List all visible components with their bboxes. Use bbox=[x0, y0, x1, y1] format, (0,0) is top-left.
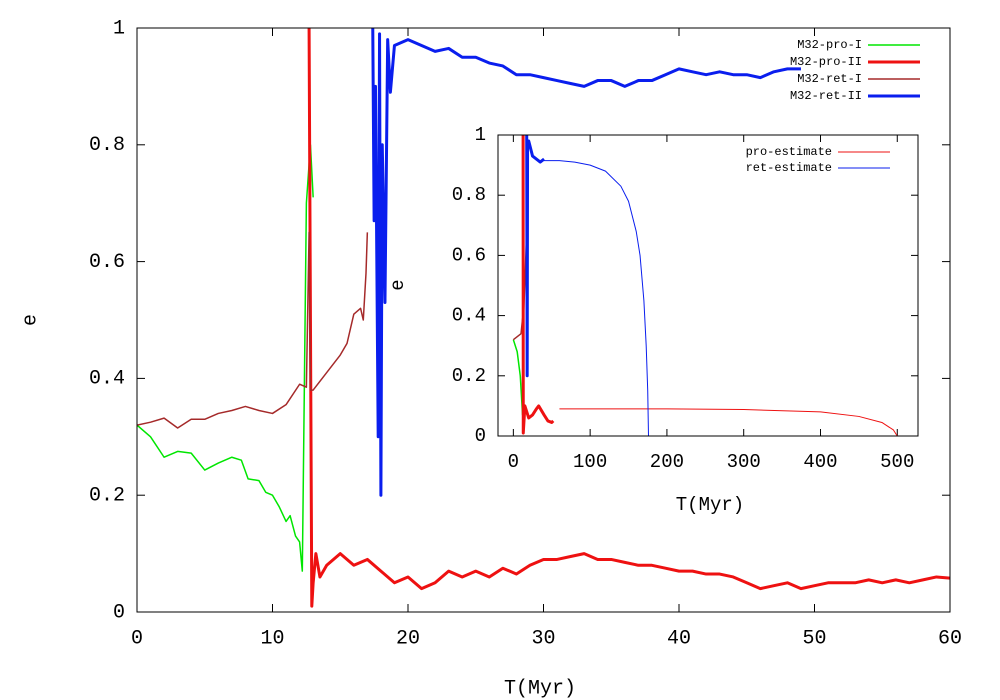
legend-label: M32-ret-II bbox=[790, 89, 862, 103]
series-line bbox=[137, 231, 369, 429]
legend-label: M32-pro-II bbox=[790, 55, 862, 69]
x-tick-label: 0 bbox=[131, 627, 143, 650]
y-tick-label: 0.2 bbox=[452, 365, 486, 387]
y-tick-label: 0 bbox=[113, 601, 125, 624]
x-axis-label: T(Myr) bbox=[504, 677, 576, 700]
x-tick-label: 500 bbox=[880, 451, 914, 473]
series-line bbox=[371, 28, 801, 497]
y-axis-label: e bbox=[387, 279, 409, 290]
x-tick-label: 20 bbox=[396, 627, 420, 650]
x-tick-label: 10 bbox=[260, 627, 284, 650]
y-tick-label: 0 bbox=[475, 425, 486, 447]
x-tick-label: 400 bbox=[803, 451, 837, 473]
y-tick-label: 0.8 bbox=[89, 134, 125, 157]
x-tick-label: 0 bbox=[508, 451, 519, 473]
legend-label: M32-ret-I bbox=[797, 72, 862, 86]
y-tick-label: 1 bbox=[475, 124, 486, 146]
y-tick-label: 0.6 bbox=[89, 251, 125, 274]
series-line bbox=[525, 135, 545, 378]
series-line bbox=[521, 135, 555, 435]
y-tick-label: 1 bbox=[113, 17, 125, 40]
plot-border bbox=[136, 27, 951, 613]
y-tick-label: 0.4 bbox=[452, 305, 486, 327]
legend-label: ret-estimate bbox=[746, 161, 832, 175]
plot-border bbox=[497, 134, 919, 437]
series-line bbox=[544, 160, 649, 436]
y-tick-label: 0.4 bbox=[89, 368, 125, 391]
series-line bbox=[307, 28, 950, 608]
legend-label: pro-estimate bbox=[746, 145, 832, 159]
y-axis-label: e bbox=[19, 314, 42, 326]
x-tick-label: 200 bbox=[650, 451, 684, 473]
y-tick-label: 0.6 bbox=[452, 244, 486, 266]
y-tick-label: 0.2 bbox=[89, 484, 125, 507]
y-tick-label: 0.8 bbox=[452, 184, 486, 206]
x-tick-label: 30 bbox=[531, 627, 555, 650]
series-line bbox=[137, 144, 314, 572]
x-tick-label: 40 bbox=[667, 627, 691, 650]
x-axis-label: T(Myr) bbox=[676, 494, 744, 516]
x-tick-label: 50 bbox=[802, 627, 826, 650]
x-tick-label: 100 bbox=[573, 451, 607, 473]
legend-label: M32-pro-I bbox=[797, 38, 862, 52]
x-tick-label: 300 bbox=[727, 451, 761, 473]
plot-area bbox=[498, 135, 918, 436]
series-line bbox=[559, 408, 898, 436]
x-tick-label: 60 bbox=[938, 627, 962, 650]
